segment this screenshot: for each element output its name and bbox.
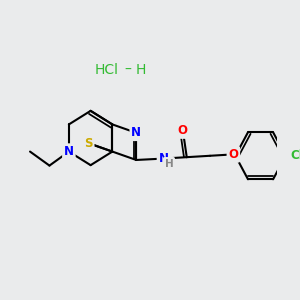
Text: H: H <box>165 159 173 169</box>
Text: Cl: Cl <box>290 149 300 162</box>
Text: N: N <box>64 145 74 158</box>
Text: –: – <box>124 63 131 77</box>
Text: N: N <box>131 126 141 139</box>
Text: O: O <box>228 148 239 161</box>
Text: HCl: HCl <box>94 63 118 77</box>
Text: S: S <box>84 137 93 150</box>
Text: H: H <box>135 63 146 77</box>
Text: O: O <box>178 124 188 137</box>
Text: N: N <box>158 152 168 165</box>
